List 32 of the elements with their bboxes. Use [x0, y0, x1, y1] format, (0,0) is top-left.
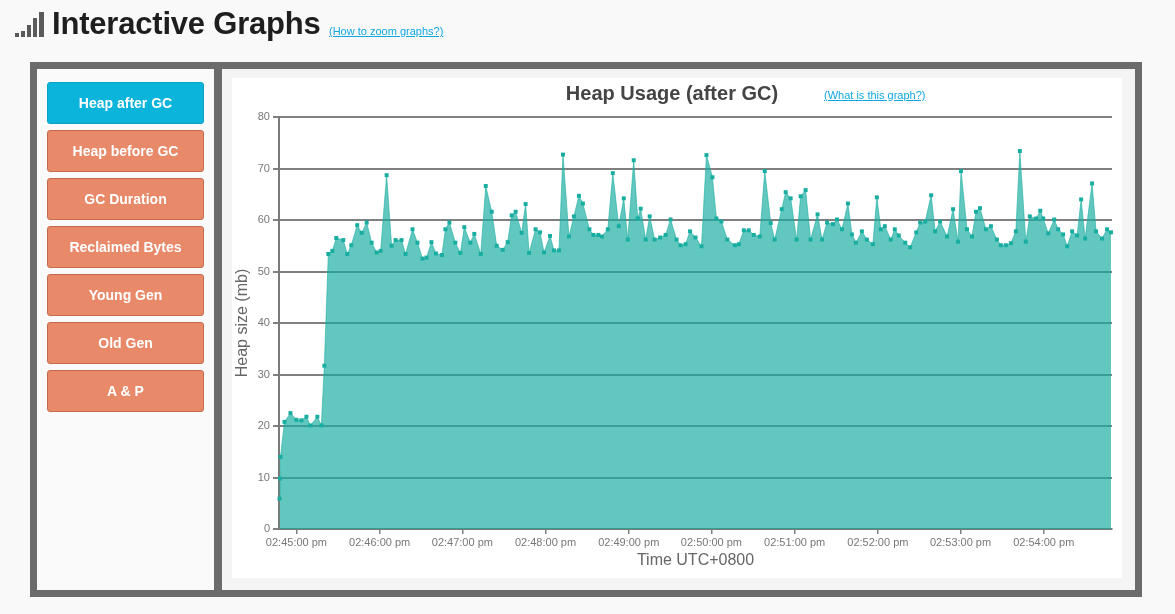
button[interactable]: Old Gen — [47, 322, 204, 364]
x-tick-label: 02:47:00 pm — [431, 535, 493, 548]
x-tick-label: 02:49:00 pm — [598, 535, 660, 548]
x-tick-label: 02:45:00 pm — [265, 535, 328, 548]
y-tick-label: 70 — [257, 161, 270, 174]
chart-title: Heap Usage (after GC) — [565, 81, 779, 104]
x-tick-label: 02:54:00 pm — [1013, 535, 1075, 548]
x-tick-label: 02:50:00 pm — [680, 535, 743, 548]
y-axis-title: Heap size (mb) — [233, 268, 251, 378]
button[interactable]: A & P — [47, 370, 204, 412]
y-tick-label: 30 — [257, 367, 270, 380]
y-tick-label: 80 — [257, 110, 270, 123]
text: Interactive Graphs — [52, 6, 321, 42]
x-tick-label: 02:53:00 pm — [929, 535, 992, 548]
y-tick-label: 10 — [257, 470, 270, 483]
y-tick-label: 20 — [257, 419, 270, 432]
x-tick-label: 02:46:00 pm — [349, 535, 411, 548]
y-tick-label: 40 — [257, 316, 270, 329]
y-tick-label: 50 — [257, 264, 270, 277]
x-axis-title: Time UTC+0800 — [636, 550, 755, 568]
x-tick-label: 02:48:00 pm — [514, 535, 577, 548]
button[interactable]: Heap after GC — [47, 82, 204, 124]
button[interactable]: GC Duration — [47, 178, 204, 220]
x-tick-label: 02:51:00 pm — [764, 535, 826, 548]
x-tick-label: 02:52:00 pm — [847, 535, 909, 548]
y-tick-label: 60 — [257, 213, 270, 226]
text: (How to zoom graphs?) — [329, 24, 444, 38]
text: (What is this graph?) — [824, 88, 926, 102]
button[interactable]: Heap before GC — [47, 130, 204, 172]
y-tick-label: 0 — [263, 522, 270, 535]
button[interactable]: Reclaimed Bytes — [47, 226, 204, 268]
button[interactable]: Young Gen — [47, 274, 204, 316]
